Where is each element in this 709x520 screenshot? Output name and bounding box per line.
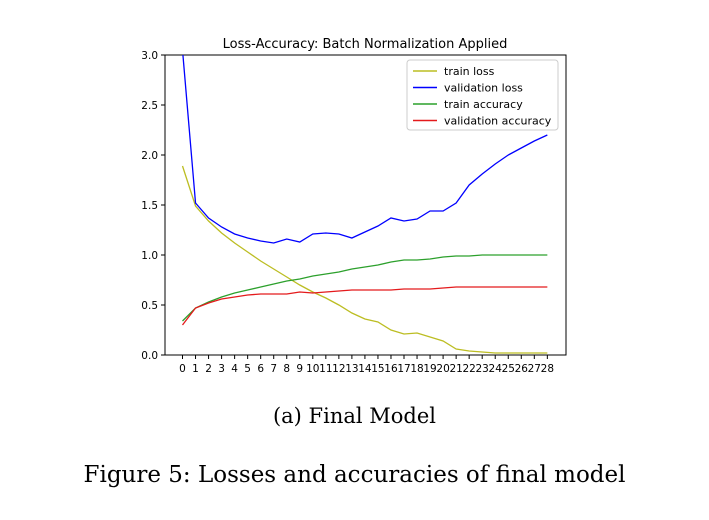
x-tick-label: 13 bbox=[345, 363, 358, 375]
x-axis: 0 1 2 3 4 5 6 7 8 9 10 11 12 13 14 15 16 17 18 19 20 21 22 23 24… bbox=[179, 355, 554, 375]
x-tick-label: 17 bbox=[397, 363, 410, 375]
figure-caption: Figure 5: Losses and accuracies of final… bbox=[83, 462, 626, 488]
series-line-validation-accuracy bbox=[181, 286, 548, 326]
x-tick-label: 15 bbox=[371, 363, 384, 375]
chart-title: Loss-Accuracy: Batch Normalization Appli… bbox=[223, 37, 508, 52]
x-tick-label: 12 bbox=[332, 363, 345, 375]
legend-label-train-accuracy: train accuracy bbox=[444, 98, 523, 111]
y-tick-label: 1.0 bbox=[141, 250, 158, 262]
x-tick-label: 9 bbox=[296, 363, 303, 375]
legend-label-validation-loss: validation loss bbox=[444, 82, 523, 95]
x-tick-label: 27 bbox=[528, 363, 541, 375]
y-tick-label: 1.5 bbox=[141, 200, 158, 212]
x-tick-label: 28 bbox=[541, 363, 554, 375]
legend-box bbox=[406, 59, 559, 131]
legend-label-train-loss: train loss bbox=[444, 65, 495, 78]
y-tick-label: 2.5 bbox=[141, 100, 158, 112]
x-tick-label: 10 bbox=[306, 363, 319, 375]
x-tick-label: 26 bbox=[515, 363, 529, 375]
series-lines bbox=[181, 55, 548, 354]
y-tick-label: 0.5 bbox=[141, 300, 158, 312]
x-tick-label: 7 bbox=[270, 363, 277, 375]
series-line-train-accuracy bbox=[182, 254, 548, 322]
x-tick-label: 1 bbox=[192, 363, 199, 375]
x-tick-label: 2 bbox=[205, 363, 212, 375]
x-tick-label: 19 bbox=[423, 363, 436, 375]
y-tick-label: 0.0 bbox=[141, 350, 158, 362]
x-tick-label: 16 bbox=[384, 363, 398, 375]
x-tick-label: 11 bbox=[319, 363, 332, 375]
x-tick-label: 22 bbox=[462, 363, 475, 375]
legend: train loss validation loss train accuracy v… bbox=[406, 59, 559, 131]
x-tick-label: 18 bbox=[410, 363, 423, 375]
subfigure-caption: (a) Final Model bbox=[272, 404, 437, 428]
x-tick-label: 6 bbox=[257, 363, 264, 375]
x-tick-label: 20 bbox=[436, 363, 449, 375]
x-tick-label: 5 bbox=[244, 363, 251, 375]
y-tick-label: 2.0 bbox=[141, 150, 158, 162]
y-axis: 0.0 0.5 1.0 1.5 2.0 2.5 3.0 bbox=[141, 50, 165, 362]
x-tick-label: 3 bbox=[218, 363, 225, 375]
x-tick-label: 25 bbox=[502, 363, 515, 375]
x-tick-label: 14 bbox=[358, 363, 372, 375]
chart: Loss-Accuracy: Batch Normalization Appli… bbox=[141, 37, 567, 375]
legend-label-validation-accuracy: validation accuracy bbox=[444, 115, 552, 128]
x-tick-label: 21 bbox=[449, 363, 462, 375]
x-tick-label: 8 bbox=[283, 363, 290, 375]
x-tick-label: 4 bbox=[231, 363, 238, 375]
series-line-train-loss bbox=[181, 165, 548, 354]
series-line-validation-loss bbox=[182, 55, 548, 244]
x-tick-label: 23 bbox=[476, 363, 489, 375]
y-tick-label: 3.0 bbox=[141, 50, 158, 62]
x-tick-label: 0 bbox=[179, 363, 186, 375]
x-tick-label: 24 bbox=[489, 363, 503, 375]
